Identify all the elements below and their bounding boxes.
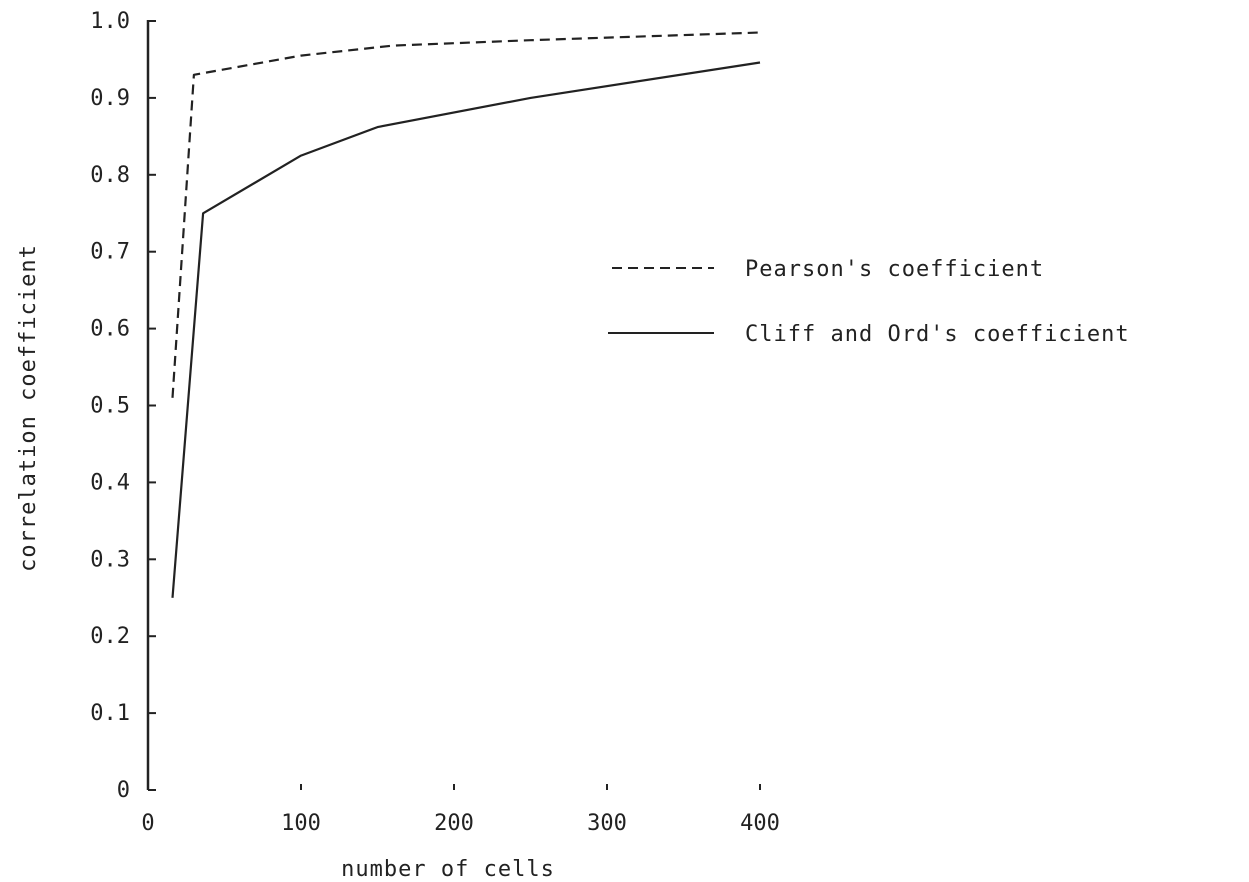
series-line-cliff-ord xyxy=(171,61,761,598)
y-tick-label: 1.0 xyxy=(90,9,130,34)
y-axis-ticks: 0 0.1 0.2 0.3 0.4 0.5 0.6 0.7 0.8 0.9 1.0 xyxy=(90,9,156,803)
y-tick-label: 0.4 xyxy=(90,470,130,495)
y-tick-label: 0.1 xyxy=(90,701,130,726)
x-axis-title: number of cells xyxy=(341,857,555,882)
legend-label-pearson: Pearson's coefficient xyxy=(745,257,1044,282)
y-tick-label: 0.3 xyxy=(90,547,130,572)
y-axis-title: correlation coefficient xyxy=(16,244,41,572)
x-tick-label: 300 xyxy=(587,811,627,836)
y-tick-label: 0.8 xyxy=(90,163,130,188)
y-tick-label: 0.5 xyxy=(90,394,130,419)
x-tick-label: 400 xyxy=(740,811,780,836)
series-line-pearson xyxy=(171,31,761,398)
y-tick-label: 0.7 xyxy=(90,240,130,265)
y-tick-label: 0 xyxy=(117,778,130,803)
legend: Pearson's coefficient Cliff and Ord's co… xyxy=(608,257,1130,347)
y-tick-label: 0.6 xyxy=(90,317,130,342)
x-tick-label: 100 xyxy=(281,811,321,836)
x-tick-label: 0 xyxy=(141,811,154,836)
y-tick-label: 0.9 xyxy=(90,86,130,111)
x-axis-ticks: 0 100 200 300 400 xyxy=(141,784,780,836)
x-tick-label: 200 xyxy=(434,811,474,836)
legend-label-cliff-ord: Cliff and Ord's coefficient xyxy=(745,322,1130,347)
series-layer xyxy=(171,31,761,598)
y-tick-label: 0.2 xyxy=(90,624,130,649)
